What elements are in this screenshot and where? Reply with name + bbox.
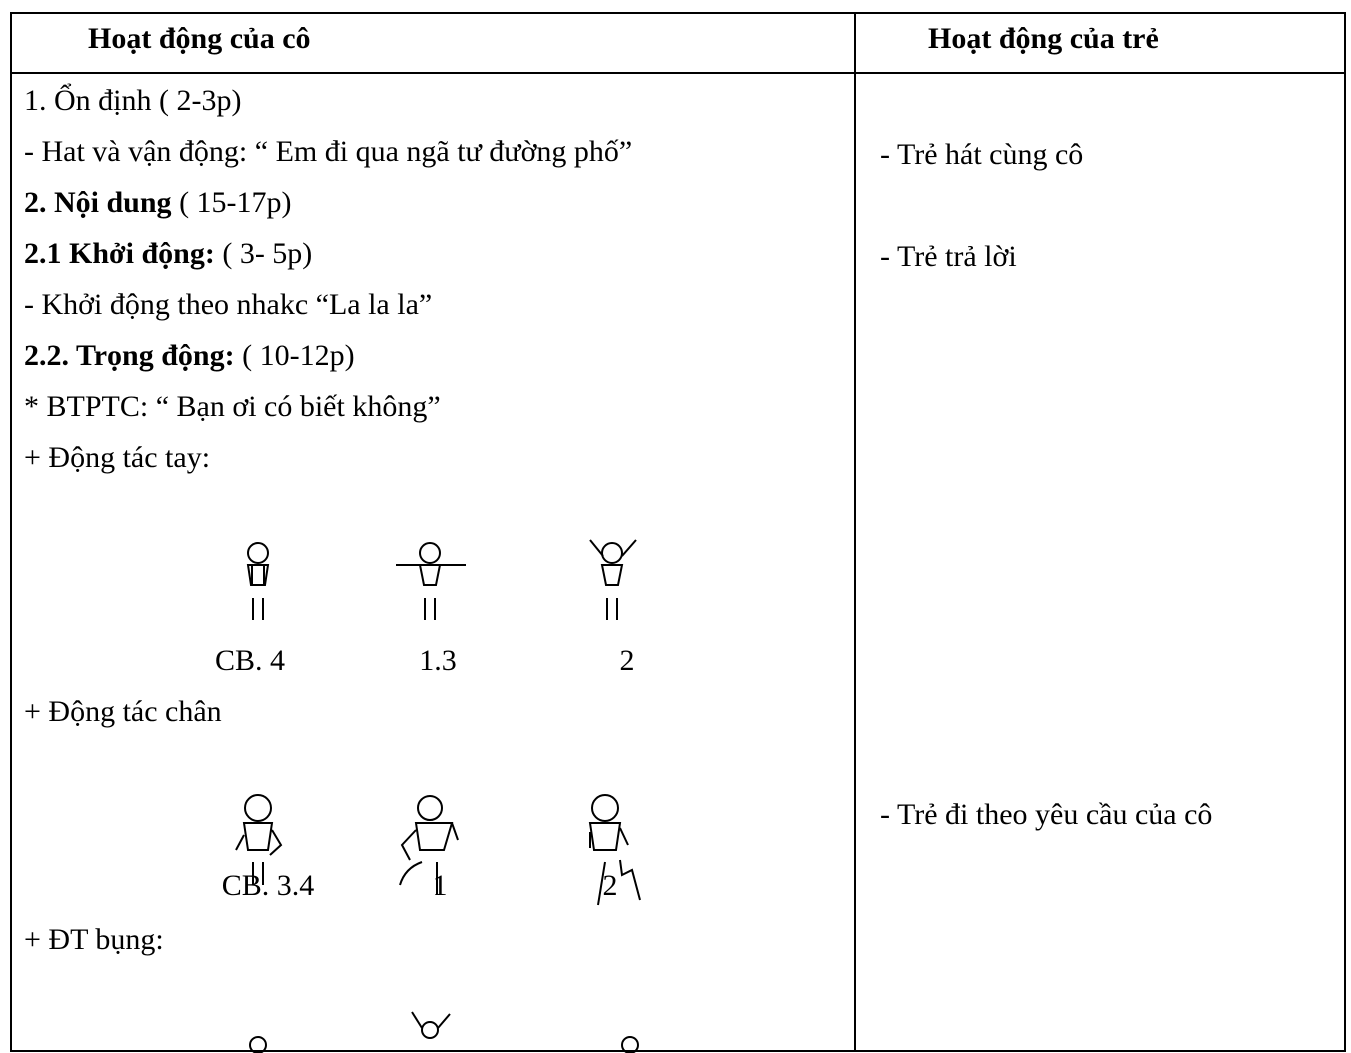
text-line: 2.2. Trọng động: ( 10-12p) (24, 338, 355, 374)
figure-label: CB. 4 (214, 644, 286, 677)
text: ( 15-17p) (179, 186, 292, 219)
header-cell: Hoạt động của trẻ (928, 22, 1159, 55)
text: + Động tác chân (24, 695, 222, 728)
bold-text: 2. Nội dung (24, 186, 172, 219)
text-line: 2.1 Khởi động: ( 3- 5p) (24, 236, 312, 272)
text-line: - Khởi động theo nhakc “La la la” (24, 287, 432, 323)
text: - Trẻ đi theo yêu cầu của cô (880, 798, 1213, 831)
bold-text: 2.1 Khởi động: (24, 237, 215, 270)
text: - Trẻ trả lời (880, 240, 1017, 273)
text: + ĐT bụng: (24, 923, 164, 956)
figure-label: 2 (619, 644, 635, 677)
figure-label: 1 (432, 869, 448, 902)
text: ( 3- 5p) (222, 237, 313, 270)
text: + Động tác tay: (24, 441, 211, 474)
text-line: + Động tác tay: (24, 440, 210, 476)
text-line: 1. Ổn định ( 2-3p) (24, 83, 241, 119)
text: - Hat và vận động: “ Em đi qua ngã tư đư… (24, 135, 633, 168)
text-line: 2. Nội dung ( 15-17p) (24, 185, 292, 221)
text: - Khởi động theo nhakc “La la la” (24, 288, 433, 321)
figure-label: 1.3 (419, 644, 457, 677)
text: * BTPTC: “ Bạn ơi có biết không” (24, 390, 441, 423)
text: - Trẻ hát cùng cô (880, 138, 1084, 171)
text-line: * BTPTC: “ Bạn ơi có biết không” (24, 389, 441, 425)
figure-label: CB. 3.4 (221, 869, 315, 902)
text: ( 10-12p) (242, 339, 355, 372)
text: 1. Ổn định ( 2-3p) (24, 84, 242, 117)
bold-text: 2.2. Trọng động: (24, 339, 235, 372)
figure-label: 2 (602, 869, 618, 902)
text-line: - Hat và vận động: “ Em đi qua ngã tư đư… (24, 134, 632, 170)
header-cell: Hoạt động của cô (88, 22, 311, 55)
